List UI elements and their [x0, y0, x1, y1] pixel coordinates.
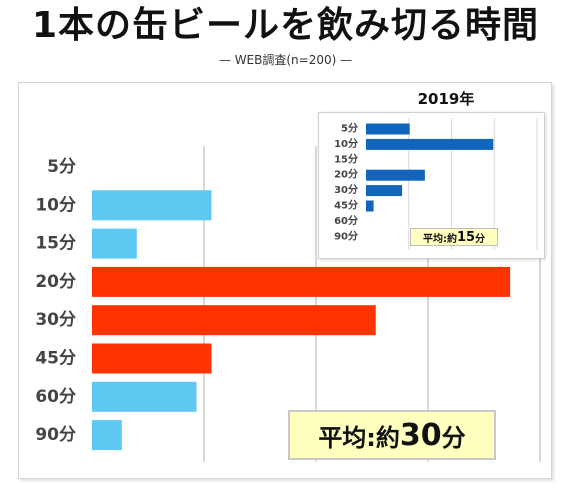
main-category-label: 10分 [35, 195, 76, 215]
average-badge: 平均:約 30 分 [288, 410, 496, 460]
inset-bar [366, 123, 410, 135]
main-category-label: 45分 [35, 349, 76, 369]
inset-category-label: 90分 [334, 229, 358, 242]
inset-bar [366, 169, 425, 181]
inset-category-label: 5分 [341, 122, 358, 135]
inset-category-label: 10分 [334, 137, 358, 150]
main-category-label: 15分 [35, 234, 76, 254]
average-value: 30 [399, 417, 442, 453]
main-category-label: 20分 [35, 272, 76, 292]
inset-average-prefix: 平均:約 [422, 233, 457, 245]
main-category-label: 30分 [35, 310, 76, 330]
inset-category-label: 60分 [334, 214, 358, 227]
page-title: 1本の缶ビールを飲み切る時間 [31, 5, 540, 46]
main-bar [92, 228, 137, 259]
average-unit: 分 [441, 423, 466, 452]
inset-average-unit: 分 [475, 233, 486, 245]
inset-category-label: 15分 [334, 152, 358, 165]
main-category-label: 90分 [35, 425, 76, 445]
inset-bar [366, 138, 494, 150]
inset-average-badge: 平均:約 15 分 [410, 228, 498, 246]
main-bar [92, 420, 122, 451]
main-category-label: 5分 [47, 157, 76, 177]
inset-category-label: 45分 [334, 199, 358, 212]
main-bar [92, 266, 511, 297]
inset-title: 2019年 [417, 90, 475, 108]
main-bar [92, 305, 376, 336]
main-bar [92, 381, 197, 412]
inset-category-label: 20分 [334, 168, 358, 181]
main-category-label: 60分 [35, 387, 76, 407]
inset-average-value: 15 [456, 229, 476, 245]
inset-bar [366, 200, 374, 212]
inset-bar [366, 185, 403, 197]
average-prefix: 平均:約 [318, 423, 400, 452]
main-bar [92, 190, 212, 221]
inset-category-label: 30分 [334, 183, 358, 196]
main-bar [92, 343, 212, 374]
page-subtitle: — WEB調査(n=200) — [218, 53, 353, 67]
